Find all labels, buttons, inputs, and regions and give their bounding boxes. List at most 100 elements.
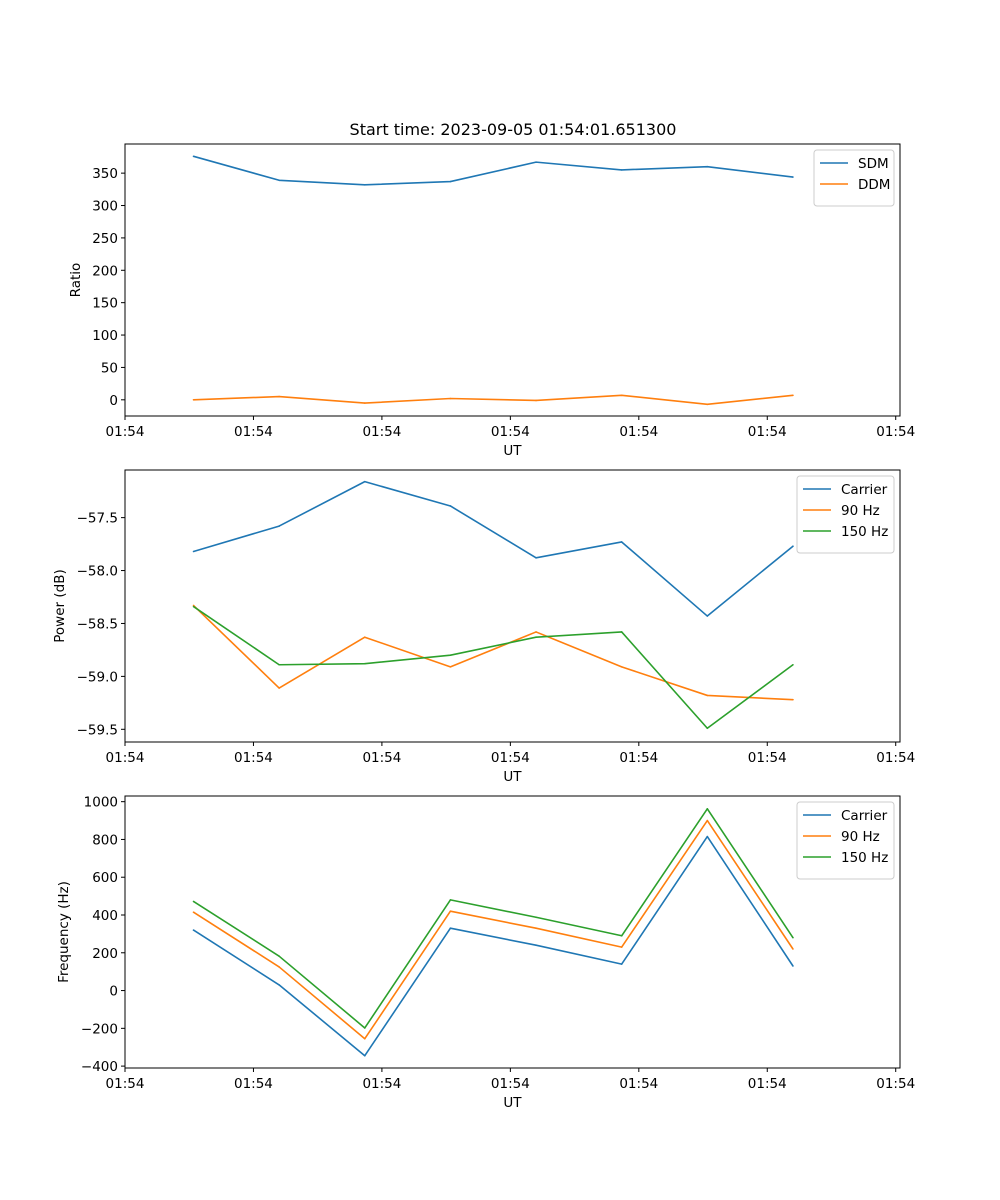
y-tick-label: −400 xyxy=(81,1059,118,1075)
data-point-ddm xyxy=(449,397,452,400)
y-tick-label: −59.5 xyxy=(77,722,118,738)
legend-label: Carrier xyxy=(841,482,888,498)
data-point-carrier xyxy=(363,480,366,483)
data-point-150-hz xyxy=(192,900,195,903)
data-point-sdm xyxy=(278,179,280,182)
x-tick-label: 01:54 xyxy=(234,750,273,766)
data-point-90-hz xyxy=(706,819,709,822)
data-point-150-hz xyxy=(363,662,366,665)
data-point-150-hz xyxy=(620,934,623,937)
x-tick-label: 01:54 xyxy=(876,424,915,440)
data-point-ddm xyxy=(792,394,794,397)
data-point-carrier xyxy=(278,984,280,986)
data-point-90-hz xyxy=(535,927,537,930)
x-tick-label: 01:54 xyxy=(106,1076,145,1092)
y-tick-label: 250 xyxy=(92,231,118,247)
data-point-150-hz xyxy=(535,636,537,639)
y-tick-label: −58.0 xyxy=(77,564,118,580)
data-point-150-hz xyxy=(620,631,623,633)
y-tick-label: 200 xyxy=(92,946,118,962)
x-tick-label: 01:54 xyxy=(362,1076,401,1092)
x-tick-label: 01:54 xyxy=(619,424,658,440)
data-point-ddm xyxy=(278,395,280,398)
y-tick-label: 50 xyxy=(101,360,118,376)
data-point-90-hz xyxy=(278,966,280,968)
data-point-90-hz xyxy=(620,666,623,668)
data-point-ddm xyxy=(192,399,195,401)
data-point-90-hz xyxy=(278,687,280,689)
data-point-90-hz xyxy=(449,666,452,668)
y-axis-label: Power (dB) xyxy=(52,569,68,642)
data-point-150-hz xyxy=(363,1027,366,1029)
x-axis-label: UT xyxy=(503,769,522,785)
legend: Carrier 90 Hz 150 Hz xyxy=(796,475,895,554)
data-point-90-hz xyxy=(363,1037,366,1040)
y-tick-label: −200 xyxy=(81,1021,118,1037)
legend-label: 90 Hz xyxy=(841,503,880,519)
data-point-sdm xyxy=(449,180,452,183)
x-tick-label: 01:54 xyxy=(748,424,787,440)
axes-frame xyxy=(124,795,901,1069)
data-point-carrier xyxy=(706,615,709,617)
legend: SDM DDM xyxy=(813,149,895,207)
y-tick-label: 350 xyxy=(92,166,118,182)
x-tick-label: 01:54 xyxy=(748,750,787,766)
legend-label: 90 Hz xyxy=(841,829,880,845)
data-point-carrier xyxy=(278,525,280,527)
data-point-sdm xyxy=(706,165,709,168)
chart-panel-1: 01:54 01:54 01:54 01:54 01:54 01:54 01:54 UT 0 50… xyxy=(68,143,915,459)
y-tick-label: 200 xyxy=(92,263,118,279)
x-tick-label: 01:54 xyxy=(362,750,401,766)
data-point-carrier xyxy=(535,557,537,559)
data-point-90-hz xyxy=(706,694,709,697)
data-point-carrier xyxy=(792,965,794,967)
x-tick-label: 01:54 xyxy=(491,750,530,766)
x-tick-label: 01:54 xyxy=(234,424,273,440)
data-point-150-hz xyxy=(792,936,794,939)
data-point-90-hz xyxy=(792,948,794,950)
series-line-carrier xyxy=(193,480,794,617)
chart-panel-2: 01:54 01:54 01:54 01:54 01:54 01:54 01:54 UT −57… xyxy=(52,469,915,785)
y-axis-label: Frequency (Hz) xyxy=(56,881,72,983)
data-point-150-hz xyxy=(278,663,280,666)
data-point-150-hz xyxy=(449,654,452,657)
data-point-150-hz xyxy=(706,727,709,730)
legend-label: 150 Hz xyxy=(841,524,888,540)
data-point-ddm xyxy=(363,402,366,404)
data-point-150-hz xyxy=(192,605,195,608)
data-point-90-hz xyxy=(192,911,195,913)
data-point-carrier xyxy=(449,505,452,507)
data-point-sdm xyxy=(792,176,794,178)
y-tick-label: 150 xyxy=(92,296,118,312)
series-group xyxy=(192,155,794,406)
series-line-150-hz xyxy=(193,605,794,730)
y-tick-label: 0 xyxy=(109,393,118,409)
plots-group: 01:54 01:54 01:54 01:54 01:54 01:54 01:54 UT 0 50… xyxy=(52,143,915,1111)
data-point-90-hz xyxy=(363,636,366,639)
data-point-ddm xyxy=(620,394,623,397)
data-point-carrier xyxy=(620,963,623,965)
legend-box xyxy=(796,801,895,880)
data-point-150-hz xyxy=(278,955,280,957)
data-point-ddm xyxy=(706,403,709,406)
x-tick-label: 01:54 xyxy=(491,1076,530,1092)
series-line-90-hz xyxy=(192,604,793,701)
data-point-90-hz xyxy=(792,698,794,701)
data-point-sdm xyxy=(620,169,623,171)
series-line-90-hz xyxy=(193,819,794,1040)
data-point-sdm xyxy=(192,155,195,158)
y-tick-label: 600 xyxy=(92,870,118,886)
legend-label: SDM xyxy=(858,156,889,172)
axes-frame xyxy=(124,143,901,417)
data-point-carrier xyxy=(535,944,537,947)
series-line-sdm xyxy=(193,155,794,186)
x-tick-label: 01:54 xyxy=(748,1076,787,1092)
x-tick-label: 01:54 xyxy=(876,750,915,766)
data-point-90-hz xyxy=(535,631,537,633)
x-tick-label: 01:54 xyxy=(234,1076,273,1092)
y-tick-label: 300 xyxy=(92,199,118,215)
x-axis-label: UT xyxy=(503,443,522,459)
data-point-90-hz xyxy=(620,946,623,948)
legend-box xyxy=(796,475,895,554)
data-point-150-hz xyxy=(535,916,537,919)
